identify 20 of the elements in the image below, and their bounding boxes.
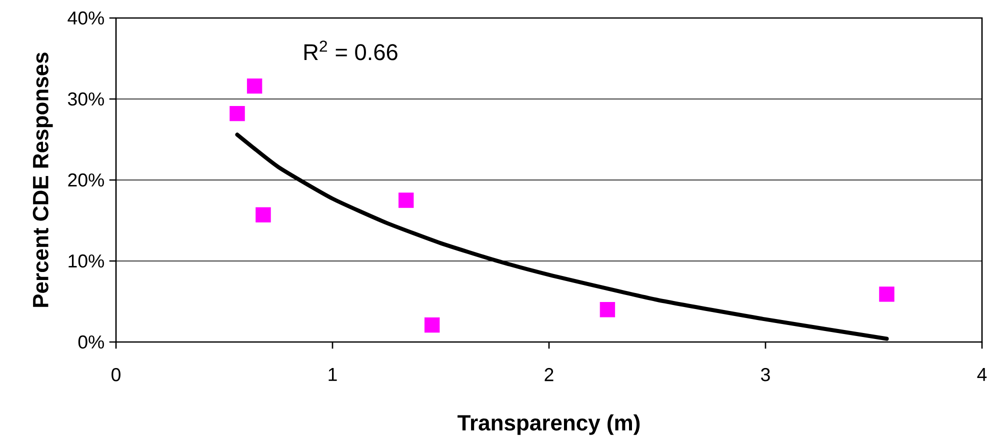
x-tick-label: 2 (544, 368, 554, 382)
point (398, 192, 414, 208)
point (246, 78, 262, 94)
x-tick-label: 3 (761, 368, 770, 382)
y-tick-label: 20% (68, 173, 104, 187)
x-tick-label: 4 (977, 368, 987, 381)
annotation: R$^{2}$ = 0.66 (304, 40, 398, 60)
y-axis-title: Percent CDE Responses (32, 52, 53, 307)
y-tick-label: 0% (78, 335, 104, 349)
y-tick-label: 30% (68, 92, 104, 106)
y-tick-label: 40% (68, 11, 104, 25)
point (256, 207, 271, 222)
x-tick-label: 1 (328, 368, 337, 381)
x-axis-title: Transparency (m) (458, 414, 640, 435)
x-tick-label: 0 (112, 368, 120, 382)
point (600, 302, 616, 318)
point (424, 317, 440, 333)
point (879, 286, 894, 302)
y-tick-label: 10% (68, 254, 104, 268)
point (230, 106, 245, 122)
